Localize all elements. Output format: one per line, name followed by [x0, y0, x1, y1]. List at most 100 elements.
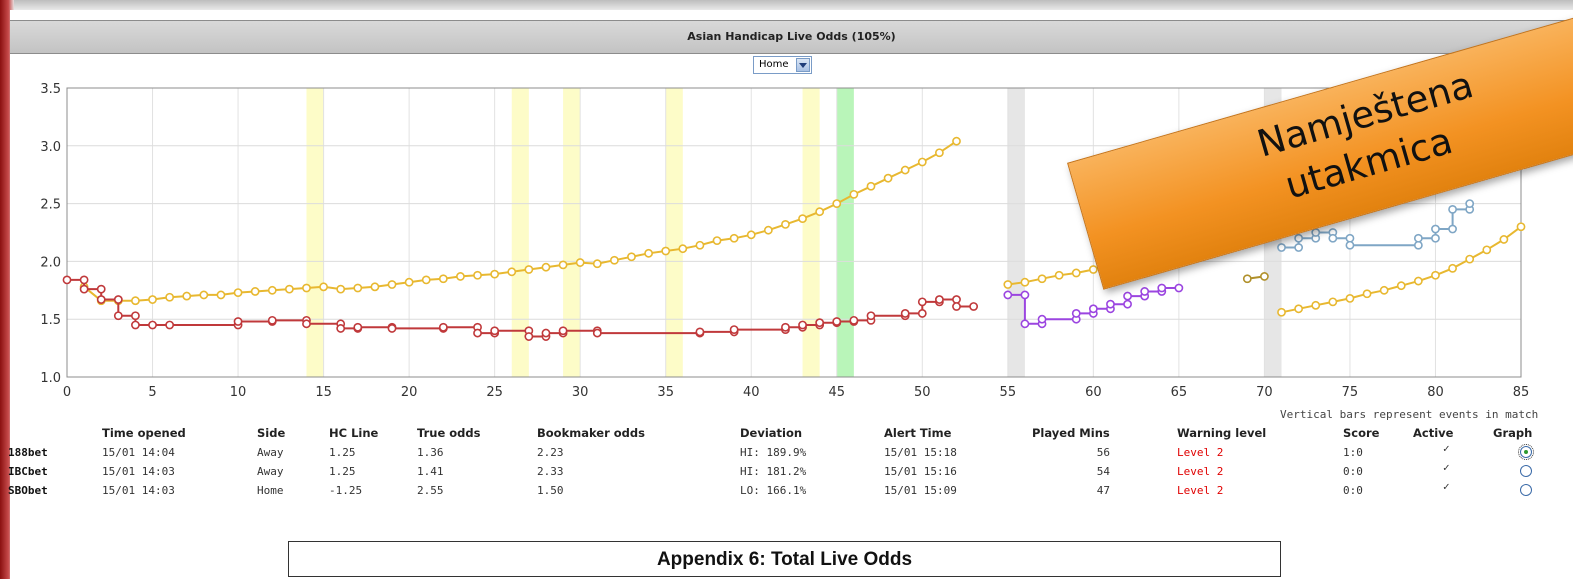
- series-point-yellow: [679, 245, 686, 252]
- series-point-yellow: [525, 266, 532, 273]
- series-point-yellow: [850, 191, 857, 198]
- series-point-blue: [1278, 244, 1285, 251]
- series-point-yellow: [645, 250, 652, 257]
- graph-radio[interactable]: [1520, 484, 1532, 496]
- appendix-heading: Appendix 6: Total Live Odds: [288, 541, 1281, 577]
- series-point-purple: [1107, 301, 1114, 308]
- series-point-red: [98, 286, 105, 293]
- series-point-red: [115, 296, 122, 303]
- series-point-yellow: [234, 289, 241, 296]
- series-point-yellow: [132, 297, 139, 304]
- x-tick-label: 25: [486, 385, 503, 400]
- event-bar-green: [837, 88, 854, 377]
- header-score: Score: [1343, 426, 1379, 440]
- series-point-yellow: [457, 273, 464, 280]
- series-point-yellow: [491, 271, 498, 278]
- series-point-red: [440, 324, 447, 331]
- series-point-blue: [1449, 206, 1456, 213]
- series-point-red: [98, 296, 105, 303]
- x-tick-label: 55: [1000, 385, 1017, 400]
- series-point-blue: [1295, 235, 1302, 242]
- series-point-red: [525, 333, 532, 340]
- x-tick-label: 85: [1513, 385, 1530, 400]
- y-tick-label: 2.0: [40, 255, 61, 270]
- series-point-purple: [1158, 284, 1165, 291]
- cell-score: 0:0: [1343, 465, 1363, 478]
- series-point-purple: [1021, 320, 1028, 327]
- cell-warning-level: Level 2: [1177, 465, 1223, 478]
- series-point-yellow: [1056, 272, 1063, 279]
- series-point-yellow: [1090, 266, 1097, 273]
- graph-radio[interactable]: [1520, 446, 1532, 458]
- series-point-red: [850, 317, 857, 324]
- series-point-red: [81, 276, 88, 283]
- series-point-yellow: [1295, 305, 1302, 312]
- header-bookmaker-odds: Bookmaker odds: [537, 426, 645, 440]
- series-point-yellow: [1415, 277, 1422, 284]
- series-point-purple: [1021, 291, 1028, 298]
- cell-bookmaker: 188bet: [8, 446, 48, 459]
- series-point-red: [354, 324, 361, 331]
- x-tick-label: 45: [828, 385, 845, 400]
- cell-warning-level: Level 2: [1177, 446, 1223, 459]
- x-tick-label: 80: [1427, 385, 1444, 400]
- series-point-yellow: [867, 183, 874, 190]
- series-point-yellow: [782, 221, 789, 228]
- series-point-yellow: [1329, 298, 1336, 305]
- series-point-yellow: [833, 200, 840, 207]
- x-tick-label: 30: [572, 385, 589, 400]
- series-point-yellow: [508, 268, 515, 275]
- series-point-yellow: [577, 259, 584, 266]
- series-point-yellow: [1517, 223, 1524, 230]
- x-tick-label: 50: [914, 385, 931, 400]
- y-tick-label: 3.0: [40, 140, 61, 155]
- series-point-yellow: [354, 284, 361, 291]
- x-tick-label: 60: [1085, 385, 1102, 400]
- cell-time-opened: 15/01 14:03: [102, 465, 175, 478]
- series-point-yellow: [1073, 269, 1080, 276]
- series-point-yellow: [149, 296, 156, 303]
- cell-hc-line: 1.25: [329, 446, 356, 459]
- series-point-yellow: [902, 166, 909, 173]
- series-point-yellow: [423, 276, 430, 283]
- cell-hc-line: 1.25: [329, 465, 356, 478]
- cell-alert-time: 15/01 15:18: [884, 446, 957, 459]
- header-alert-time: Alert Time: [884, 426, 951, 440]
- event-bar-yellow: [803, 88, 820, 377]
- graph-radio[interactable]: [1520, 465, 1532, 477]
- series-point-red: [81, 286, 88, 293]
- series-point-yellow: [611, 257, 618, 264]
- x-tick-label: 65: [1171, 385, 1188, 400]
- series-point-red: [303, 320, 310, 327]
- series-point-yellow: [1021, 279, 1028, 286]
- series-point-blue: [1415, 242, 1422, 249]
- series-point-yellow: [919, 158, 926, 165]
- series-point-red: [919, 298, 926, 305]
- series-point-olive: [1244, 275, 1251, 282]
- series-point-red: [474, 329, 481, 336]
- series-point-red: [696, 328, 703, 335]
- series-point-yellow: [166, 294, 173, 301]
- header-active: Active: [1413, 426, 1453, 440]
- series-point-red: [799, 321, 806, 328]
- series-point-red: [953, 303, 960, 310]
- cell-bookmaker-odds: 1.50: [537, 484, 564, 497]
- series-point-red: [132, 312, 139, 319]
- series-point-red: [388, 325, 395, 332]
- series-point-yellow: [1346, 295, 1353, 302]
- series-point-blue: [1329, 235, 1336, 242]
- series-point-red: [234, 318, 241, 325]
- cell-hc-line: -1.25: [329, 484, 362, 497]
- cell-side: Away: [257, 465, 284, 478]
- series-point-yellow: [303, 284, 310, 291]
- header-time-opened: Time opened: [102, 426, 186, 440]
- series-point-blue: [1346, 235, 1353, 242]
- x-tick-label: 35: [657, 385, 674, 400]
- series-point-red: [816, 319, 823, 326]
- series-point-blue: [1312, 229, 1319, 236]
- series-point-yellow: [183, 292, 190, 299]
- series-point-yellow: [286, 286, 293, 293]
- series-point-red: [115, 312, 122, 319]
- series-point-red: [149, 321, 156, 328]
- series-point-blue: [1449, 225, 1456, 232]
